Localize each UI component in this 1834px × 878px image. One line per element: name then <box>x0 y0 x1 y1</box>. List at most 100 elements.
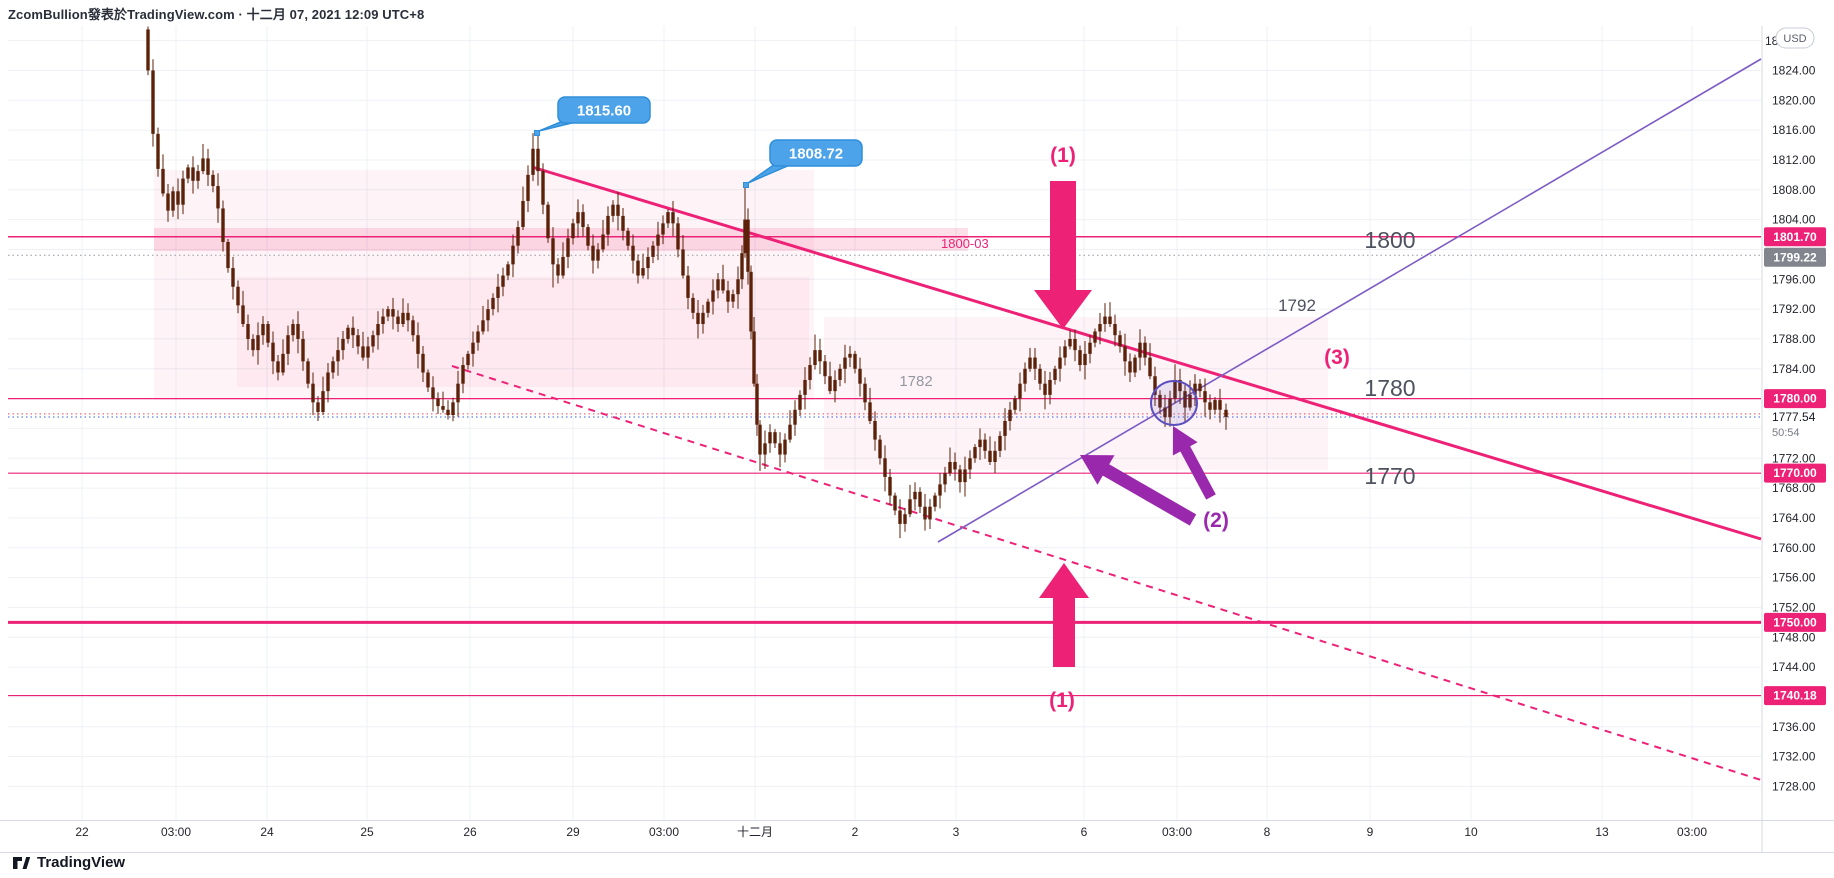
callout-1808-72[interactable]: 1808.72 <box>743 139 863 188</box>
candle-body <box>481 320 485 332</box>
candle-body <box>231 268 235 287</box>
candle-body <box>256 335 260 351</box>
candle-body <box>1148 357 1152 377</box>
price-badge-1770.00 <box>1764 463 1826 483</box>
level-label-1782[interactable]: 1782 <box>899 373 932 390</box>
price-tick-label: 1788.00 <box>1772 332 1816 346</box>
time-tick-label: 03:00 <box>1677 825 1707 839</box>
candle-body <box>803 379 807 395</box>
wave-label-3[interactable]: (3) <box>1324 346 1350 369</box>
candle-body <box>788 424 792 440</box>
currency-pill[interactable] <box>1775 27 1815 49</box>
candle-body <box>476 331 480 343</box>
candle-body <box>746 219 750 272</box>
level-label-1770[interactable]: 1770 <box>1364 463 1415 489</box>
candle-body <box>755 383 759 425</box>
candle-body <box>531 148 535 175</box>
candle-body <box>888 476 892 496</box>
candle-body <box>306 361 310 384</box>
price-tick-label: 1728.00 <box>1772 779 1816 793</box>
time-tick-label: 6 <box>1081 825 1088 839</box>
callout-anchor <box>534 130 540 136</box>
candle-body <box>186 167 190 179</box>
wave-label-2[interactable]: (2) <box>1203 509 1229 532</box>
level-label-1800[interactable]: 1800 <box>1364 227 1415 253</box>
candle-body <box>998 435 1002 451</box>
candle-body <box>1158 394 1162 408</box>
level-label-1780[interactable]: 1780 <box>1364 375 1415 401</box>
price-badge-text: 1801.70 <box>1773 230 1817 244</box>
candle-body <box>341 338 345 351</box>
candle-body <box>581 212 585 228</box>
candle-body <box>1108 316 1112 325</box>
callout-1815-60[interactable]: 1815.60 <box>534 96 651 136</box>
price-tick-label: 1816.00 <box>1772 123 1816 137</box>
candle-body <box>691 297 695 313</box>
candle-body <box>291 324 295 336</box>
time-tick-label: 2 <box>852 825 859 839</box>
price-badge-1740.18 <box>1764 686 1826 706</box>
candle-body <box>988 450 992 462</box>
candle-body <box>381 316 385 325</box>
price-tick-label: 1796.00 <box>1772 272 1816 286</box>
candle-body <box>226 241 230 269</box>
descending-trendline-dashed[interactable] <box>451 365 1762 781</box>
zone-upper[interactable] <box>154 170 814 400</box>
highlight-circle[interactable] <box>1150 380 1198 426</box>
wave-label-1-bottom[interactable]: (1) <box>1049 689 1075 712</box>
candle-body <box>326 372 330 392</box>
purple-arrow-long[interactable] <box>1080 455 1197 526</box>
candle-body <box>1168 398 1172 418</box>
candle-body <box>696 312 700 325</box>
candle-body <box>1198 383 1202 392</box>
band-1800-03[interactable] <box>154 228 968 251</box>
purple-arrow-short[interactable] <box>1172 426 1216 500</box>
price-tick-label: 1732.00 <box>1772 750 1816 764</box>
price-badge-text: 1770.00 <box>1773 466 1817 480</box>
candle-body <box>1018 383 1022 399</box>
candle-body <box>191 167 195 181</box>
candle-body <box>706 301 710 313</box>
time-tick-label: 03:00 <box>161 825 191 839</box>
candle-body <box>556 264 560 276</box>
candle-body <box>818 350 822 362</box>
candle-body <box>843 357 847 369</box>
candle-body <box>1088 342 1092 354</box>
candle-body <box>1143 342 1147 358</box>
wave-label-1-top[interactable]: (1) <box>1050 144 1076 167</box>
candle-body <box>1003 420 1007 436</box>
price-tick-label: 1772.00 <box>1772 451 1816 465</box>
candle-body <box>431 387 435 399</box>
pink-down-arrow[interactable] <box>1034 181 1092 329</box>
candle-body <box>923 506 927 520</box>
candle-body <box>276 361 280 373</box>
candle-body <box>763 443 767 455</box>
candle-body <box>401 312 405 325</box>
candle-body <box>261 324 265 336</box>
tradingview-logo-icon <box>13 857 31 869</box>
tradingview-logo[interactable]: TradingView <box>12 853 125 872</box>
candle-body <box>161 168 165 194</box>
price-axis-panel[interactable] <box>1762 0 1834 878</box>
currency-pill-text: USD <box>1783 33 1806 45</box>
candle-body <box>913 491 917 500</box>
zone-middle[interactable] <box>237 277 809 387</box>
price-tick-label: 1764.00 <box>1772 511 1816 525</box>
candle-body <box>436 398 440 407</box>
candle-body <box>1218 400 1222 410</box>
candle-body <box>838 368 842 380</box>
candle-body <box>176 191 180 205</box>
candle-body <box>351 327 355 336</box>
level-label-1792[interactable]: 1792 <box>1278 296 1316 315</box>
candle-body <box>421 353 425 373</box>
ascending-trendline[interactable] <box>937 58 1762 543</box>
candle-body <box>566 238 570 257</box>
candle-body <box>893 495 897 511</box>
pink-up-arrow[interactable] <box>1039 563 1089 667</box>
candle-body <box>391 309 395 317</box>
candle-body <box>716 279 720 291</box>
candle-body <box>396 316 400 325</box>
candle-body <box>571 223 575 239</box>
time-tick-label: 03:00 <box>649 825 679 839</box>
